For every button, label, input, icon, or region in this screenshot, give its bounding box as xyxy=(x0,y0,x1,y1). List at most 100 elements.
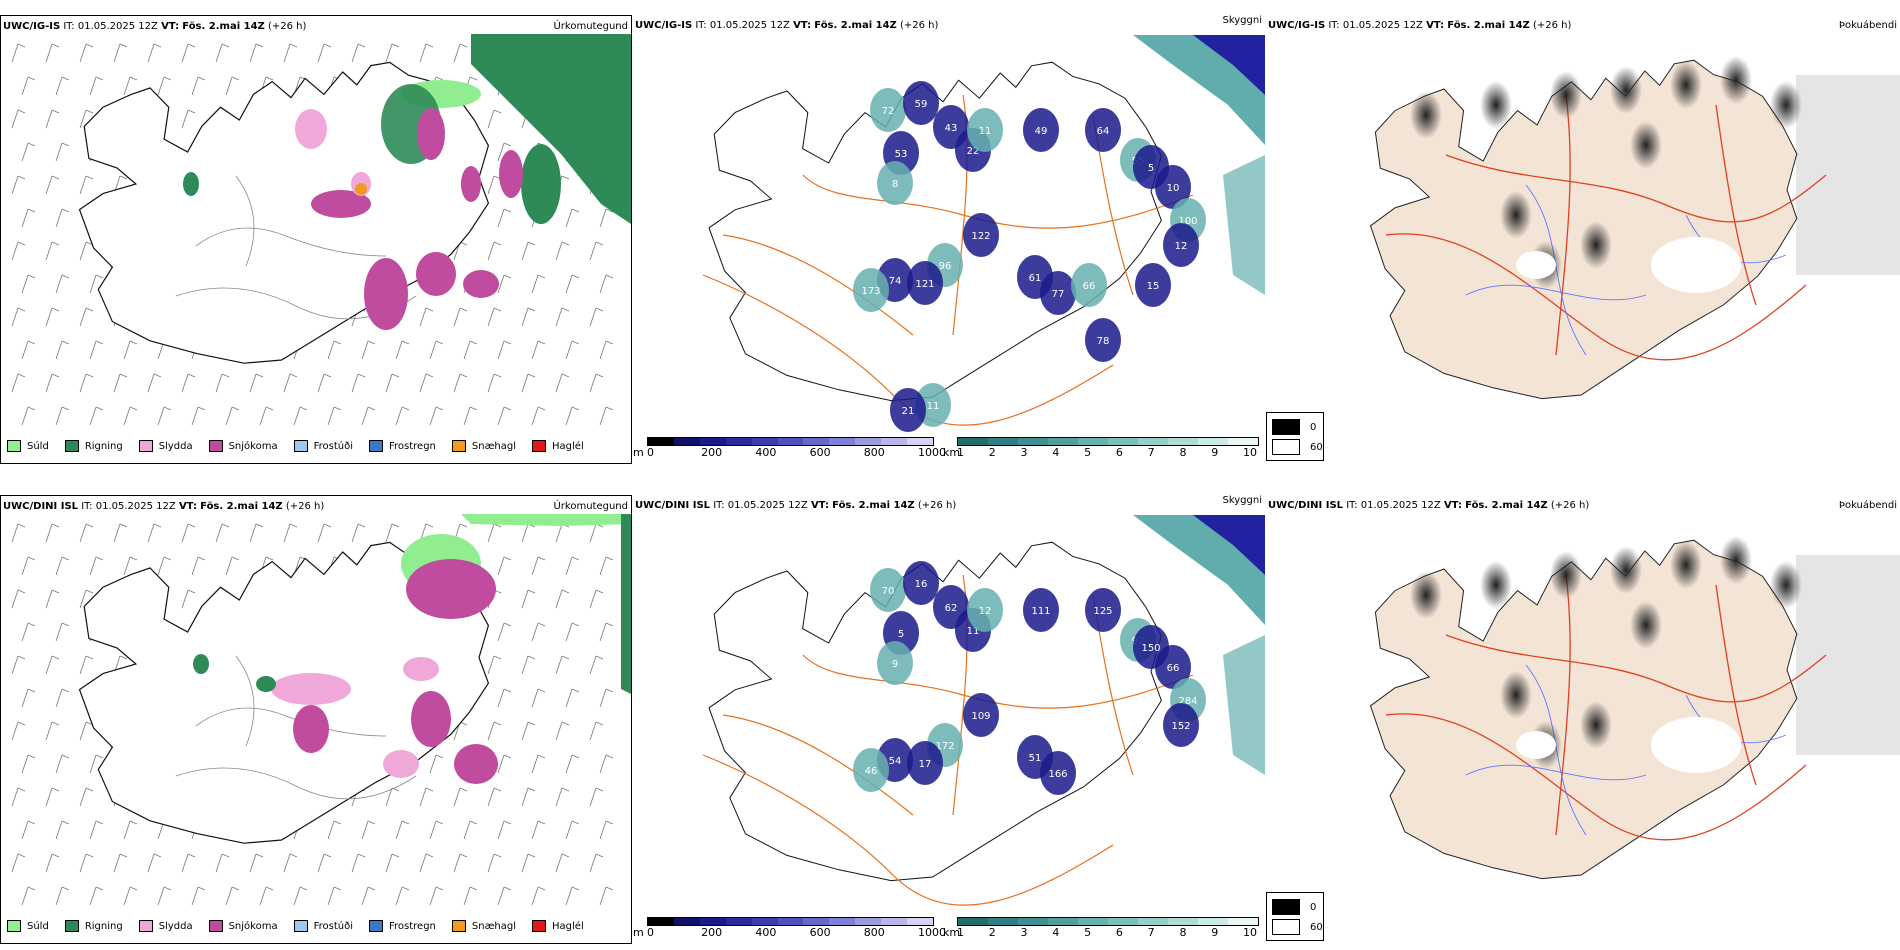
precip-legend-label: Snæhagl xyxy=(471,440,517,452)
fog-legend-swatch xyxy=(1272,439,1300,455)
snow-area xyxy=(406,559,496,619)
cloud-base-label: 5 xyxy=(898,629,904,640)
wind-barb-icon xyxy=(589,589,604,609)
precip-legend-item: Snjókoma xyxy=(208,920,278,932)
colorbar-tick-label: 400 xyxy=(755,926,777,939)
wind-barb-icon xyxy=(11,853,26,873)
precip-legend-label: Snjókoma xyxy=(228,440,278,452)
colorbar-tick-label: 200 xyxy=(701,926,723,939)
wind-barb-icon xyxy=(351,373,366,393)
wind-barb-icon xyxy=(293,406,308,426)
colorbar-cell xyxy=(855,438,882,445)
wind-barb-icon xyxy=(55,142,70,162)
wind-barb-icon xyxy=(157,406,172,426)
wind-barb-icon xyxy=(113,43,128,63)
fog-area xyxy=(1770,81,1802,129)
wind-barb-icon xyxy=(79,43,94,63)
rain-area xyxy=(621,514,631,694)
wind-barb-icon xyxy=(89,886,104,906)
fog-area xyxy=(1630,121,1662,169)
wind-barb-icon xyxy=(225,406,240,426)
wind-barb-icon xyxy=(463,406,478,426)
fog-area xyxy=(1580,221,1612,269)
wind-barb-icon xyxy=(327,340,342,360)
precip-legend-swatch xyxy=(7,440,21,452)
colorbar-cell xyxy=(725,918,752,925)
wind-barb-icon xyxy=(453,373,468,393)
panel-field-name: Úrkomutegund xyxy=(553,501,628,512)
wind-barb-icon xyxy=(45,109,60,129)
wind-barb-icon xyxy=(463,886,478,906)
panel-field-name: Þokuábendi xyxy=(1838,20,1897,31)
wind-barb-icon xyxy=(521,307,536,327)
wind-barb-icon xyxy=(555,787,570,807)
cloud-base-area xyxy=(963,213,999,257)
cloud-base-label: 53 xyxy=(895,149,908,160)
panel-title: UWC/IG-IS IT: 01.05.2025 12Z VT: Fös. 2.… xyxy=(1268,20,1572,31)
wind-barb-icon xyxy=(79,307,94,327)
colorbar-tick-label: 2 xyxy=(988,446,996,459)
wind-barb-icon xyxy=(11,241,26,261)
cloud-base-label: 5 xyxy=(1148,163,1154,174)
wind-barb-icon xyxy=(589,241,604,261)
panel-title: UWC/IG-IS IT: 01.05.2025 12Z VT: Fös. 2.… xyxy=(3,21,307,32)
precip-legend-label: Slydda xyxy=(158,920,193,932)
colorbar-tick-label: 0 xyxy=(647,446,654,459)
cloud-base-label: 72 xyxy=(882,106,895,117)
precip-legend-label: Frostúði xyxy=(313,440,353,452)
colorbar-cell xyxy=(988,438,1018,445)
wind-barb-icon xyxy=(589,787,604,807)
wind-barb-icon xyxy=(555,589,570,609)
wind-barb-icon xyxy=(599,820,614,840)
wind-barb-icon xyxy=(317,373,332,393)
wind-barb-icon xyxy=(599,556,614,576)
cloud-base-area xyxy=(1155,165,1191,209)
wind-barb-icon xyxy=(259,406,274,426)
wind-barb-icon xyxy=(565,274,580,294)
cloud-base-label: 66 xyxy=(1083,281,1096,292)
precip-legend-item: Súld xyxy=(7,920,49,932)
cloud-base-area xyxy=(1023,108,1059,152)
colorbar-tick-label: 400 xyxy=(755,446,777,459)
cloud-base-label: 11 xyxy=(979,126,992,137)
wind-barb-icon xyxy=(113,853,128,873)
wind-barb-icon xyxy=(45,241,60,261)
wind-barb-icon xyxy=(55,76,70,96)
wind-barb-icon xyxy=(11,655,26,675)
wind-barb-icon xyxy=(283,373,298,393)
wind-barb-icon xyxy=(79,721,94,741)
fog-area xyxy=(1500,191,1532,239)
wind-barb-icon xyxy=(327,886,342,906)
wind-barb-icon xyxy=(531,406,546,426)
wind-barb-icon xyxy=(521,787,536,807)
wind-barb-icon xyxy=(123,340,138,360)
wind-barb-icon xyxy=(21,754,36,774)
cloud-base-label: 172 xyxy=(935,741,954,752)
cloud-base-area xyxy=(1023,588,1059,632)
precip-legend-item: Haglél xyxy=(532,440,584,452)
panel-title: UWC/DINI ISL IT: 01.05.2025 12Z VT: Fös.… xyxy=(635,500,957,511)
wind-barb-icon xyxy=(11,523,26,543)
cloud-base-label: 125 xyxy=(1093,606,1112,617)
wind-barb-icon xyxy=(45,853,60,873)
wind-barb-icon xyxy=(45,787,60,807)
wind-barb-icon xyxy=(565,886,580,906)
precip-map xyxy=(11,514,631,906)
wind-barb-icon xyxy=(157,76,172,96)
fog-map xyxy=(1369,536,1900,880)
wind-barb-icon xyxy=(45,373,60,393)
visibility-map: 7016596211121111259715066284152109172175… xyxy=(702,515,1265,906)
colorbar-cell xyxy=(803,918,830,925)
precip-legend-swatch xyxy=(451,920,466,932)
wind-barb-icon xyxy=(11,175,26,195)
cloud-base-label: 11 xyxy=(967,626,980,637)
cloud-base-label: 9 xyxy=(892,659,898,670)
wind-barb-icon xyxy=(453,853,468,873)
snow-area xyxy=(417,108,445,160)
colorbar-tick-label: 600 xyxy=(809,926,831,939)
wind-barb-icon xyxy=(487,373,502,393)
cloud-base-area xyxy=(890,388,926,432)
wind-barb-icon xyxy=(521,655,536,675)
colorbar-tick-label: 8 xyxy=(1179,926,1187,939)
cloud-base-area xyxy=(870,568,906,612)
